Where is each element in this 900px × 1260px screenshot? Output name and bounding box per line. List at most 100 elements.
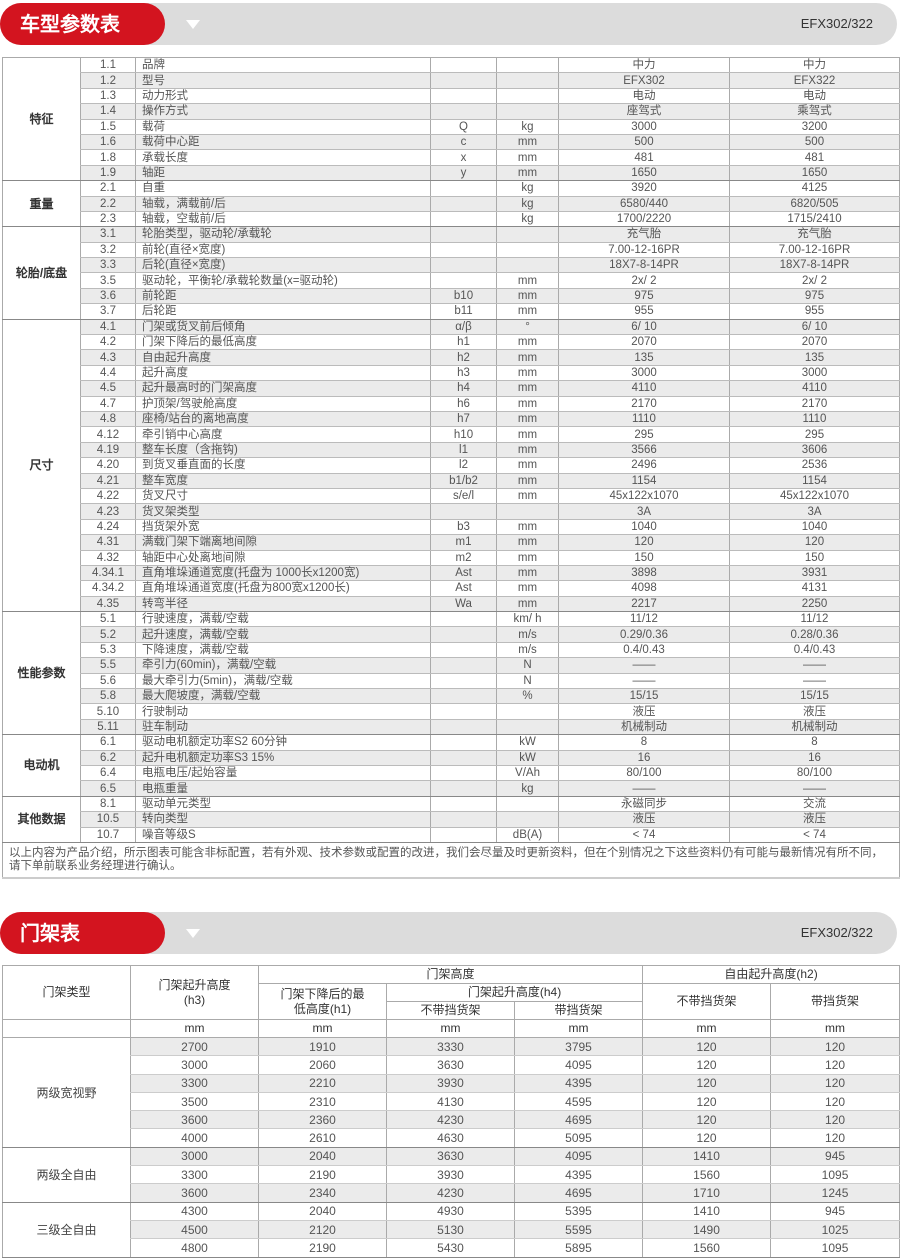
item-name: 直角堆垛通道宽度(托盘为800宽x1200长) xyxy=(135,580,431,597)
item-unit: kg xyxy=(496,119,559,135)
value-efx322: 135 xyxy=(729,349,900,366)
spec-model-label: EFX302/322 xyxy=(800,16,873,31)
free-lift-with-backrest: 120 xyxy=(770,1037,900,1057)
lift-height-h3: 2700 xyxy=(130,1037,259,1057)
value-efx302: 120 xyxy=(558,534,730,551)
item-unit: mm xyxy=(496,565,559,582)
spec-row: 10.7 噪音等级S dB(A) < 74 < 74 xyxy=(3,827,900,843)
item-number: 4.31 xyxy=(80,534,136,551)
item-unit: N xyxy=(496,673,559,690)
spec-row: 1.3 动力形式 电动 电动 xyxy=(3,88,900,105)
item-name: 驱动轮，平衡轮/承载轮数量(x=驱动轮) xyxy=(135,272,431,289)
value-efx322: 955 xyxy=(729,303,900,320)
item-unit: kg xyxy=(496,180,559,197)
spec-row: 4.8 座椅/站台的离地高度 h7 mm 1110 1110 xyxy=(3,411,900,428)
item-number: 6.5 xyxy=(80,780,136,797)
item-unit xyxy=(496,242,559,259)
free-lift-with-backrest: 1025 xyxy=(770,1220,900,1240)
item-name: 品牌 xyxy=(135,57,431,74)
item-number: 3.6 xyxy=(80,288,136,305)
free-lift-without-backrest: 120 xyxy=(642,1092,771,1112)
value-efx302: 3A xyxy=(558,503,730,520)
item-name: 最大牵引力(5min)，满载/空载 xyxy=(135,673,431,690)
item-symbol: h2 xyxy=(430,349,497,366)
item-symbol: h4 xyxy=(430,380,497,397)
item-unit: N xyxy=(496,657,559,674)
mast-row: 4800 2190 5430 5895 1560 1095 xyxy=(3,1238,900,1258)
spec-row: 4.5 起升最高时的门架高度 h4 mm 4110 4110 xyxy=(3,380,900,397)
extended-height-with-backrest: 4695 xyxy=(513,1110,643,1130)
value-efx322: EFX322 xyxy=(729,72,900,89)
item-name: 载荷中心距 xyxy=(135,134,431,151)
extended-height-without-backrest: 4230 xyxy=(386,1110,515,1130)
item-number: 4.32 xyxy=(80,550,136,566)
mast-row: 4500 2120 5130 5595 1490 1025 xyxy=(3,1220,900,1240)
value-efx322: 1040 xyxy=(729,519,900,536)
item-number: 4.35 xyxy=(80,596,136,613)
dropdown-triangle-icon[interactable] xyxy=(186,20,200,29)
item-name: 到货叉垂直面的长度 xyxy=(135,457,431,474)
value-efx302: 3920 xyxy=(558,180,730,197)
header-lift-height: 门架起升高度(h3) xyxy=(130,965,259,1020)
item-number: 1.6 xyxy=(80,134,136,151)
item-name: 门架或货叉前后倾角 xyxy=(135,319,431,336)
value-efx302: 150 xyxy=(558,550,730,566)
value-efx302: 11/12 xyxy=(558,611,730,628)
spec-row: 尺寸 4.1 门架或货叉前后倾角 α/β ° 6/ 10 6/ 10 xyxy=(2,319,900,613)
item-name: 下降速度，满载/空载 xyxy=(135,642,431,659)
item-number: 3.3 xyxy=(80,257,136,274)
item-symbol xyxy=(430,796,497,813)
lift-height-h3: 3300 xyxy=(130,1074,259,1093)
spec-row: 5.11 驻车制动 机械制动 机械制动 xyxy=(3,719,900,736)
item-number: 5.8 xyxy=(80,688,136,705)
item-unit: dB(A) xyxy=(496,827,559,843)
extended-height-without-backrest: 4230 xyxy=(386,1183,515,1203)
item-name: 轴距中心处离地间隙 xyxy=(135,550,431,566)
item-number: 3.2 xyxy=(80,242,136,259)
free-lift-without-backrest: 1560 xyxy=(642,1165,771,1185)
header-free-lift-with-backrest: 带挡货架 xyxy=(770,983,900,1020)
mast-row: 三级全自由 4300 2040 4930 5395 1410 945 xyxy=(2,1202,900,1258)
spec-row: 4.12 牵引销中心高度 h10 mm 295 295 xyxy=(3,426,900,443)
value-efx302: 15/15 xyxy=(558,688,730,705)
header-extended-with-backrest: 带挡货架 xyxy=(513,1001,644,1020)
item-name: 操作方式 xyxy=(135,103,431,120)
spec-row: 电动机 6.1 驱动电机额定功率S2 60分钟 kW 8 8 xyxy=(2,734,900,797)
item-number: 4.21 xyxy=(80,473,136,489)
item-number: 3.1 xyxy=(80,226,136,243)
item-symbol xyxy=(430,503,497,520)
lift-height-h3: 3000 xyxy=(130,1055,259,1075)
dropdown-triangle-icon[interactable] xyxy=(186,929,200,938)
item-number: 4.24 xyxy=(80,519,136,536)
spec-row: 4.7 护顶架/驾驶舱高度 h6 mm 2170 2170 xyxy=(3,396,900,412)
item-number: 4.34.2 xyxy=(80,580,136,597)
free-lift-without-backrest: 120 xyxy=(642,1128,771,1148)
item-symbol: Ast xyxy=(430,565,497,582)
item-unit: m/s xyxy=(496,642,559,659)
spec-row: 特征 1.1 品牌 中力 中力 xyxy=(2,57,900,182)
item-unit: mm xyxy=(496,134,559,151)
extended-height-with-backrest: 4395 xyxy=(513,1165,643,1185)
spec-row: 3.3 后轮(直径×宽度) 18X7-8-14PR 18X7-8-14PR xyxy=(3,257,900,274)
item-unit: V/Ah xyxy=(496,765,559,782)
item-number: 5.5 xyxy=(80,657,136,674)
value-efx322: 2x/ 2 xyxy=(729,272,900,289)
value-efx322: —— xyxy=(729,673,900,690)
item-symbol xyxy=(430,827,497,843)
unit-cell: mm xyxy=(386,1019,515,1038)
value-efx302: 1650 xyxy=(558,165,730,182)
value-efx322: 120 xyxy=(729,534,900,551)
value-efx322: 4131 xyxy=(729,580,900,597)
item-unit: mm xyxy=(496,272,559,289)
mast-row: 两级全自由 3000 2040 3630 4095 1410 945 xyxy=(2,1147,900,1203)
value-efx302: 3566 xyxy=(558,442,730,459)
value-efx322: 80/100 xyxy=(729,765,900,782)
value-efx322: 中力 xyxy=(729,57,900,74)
spec-row: 4.32 轴距中心处离地间隙 m2 mm 150 150 xyxy=(3,550,900,566)
item-symbol xyxy=(430,657,497,674)
spec-row: 6.4 电瓶电压/起始容量 V/Ah 80/100 80/100 xyxy=(3,765,900,782)
mast-row: 3000 2060 3630 4095 120 120 xyxy=(3,1055,900,1075)
item-name: 后轮距 xyxy=(135,303,431,320)
spec-row: 5.3 下降速度，满载/空载 m/s 0.4/0.43 0.4/0.43 xyxy=(3,642,900,659)
item-name: 自重 xyxy=(135,180,431,197)
